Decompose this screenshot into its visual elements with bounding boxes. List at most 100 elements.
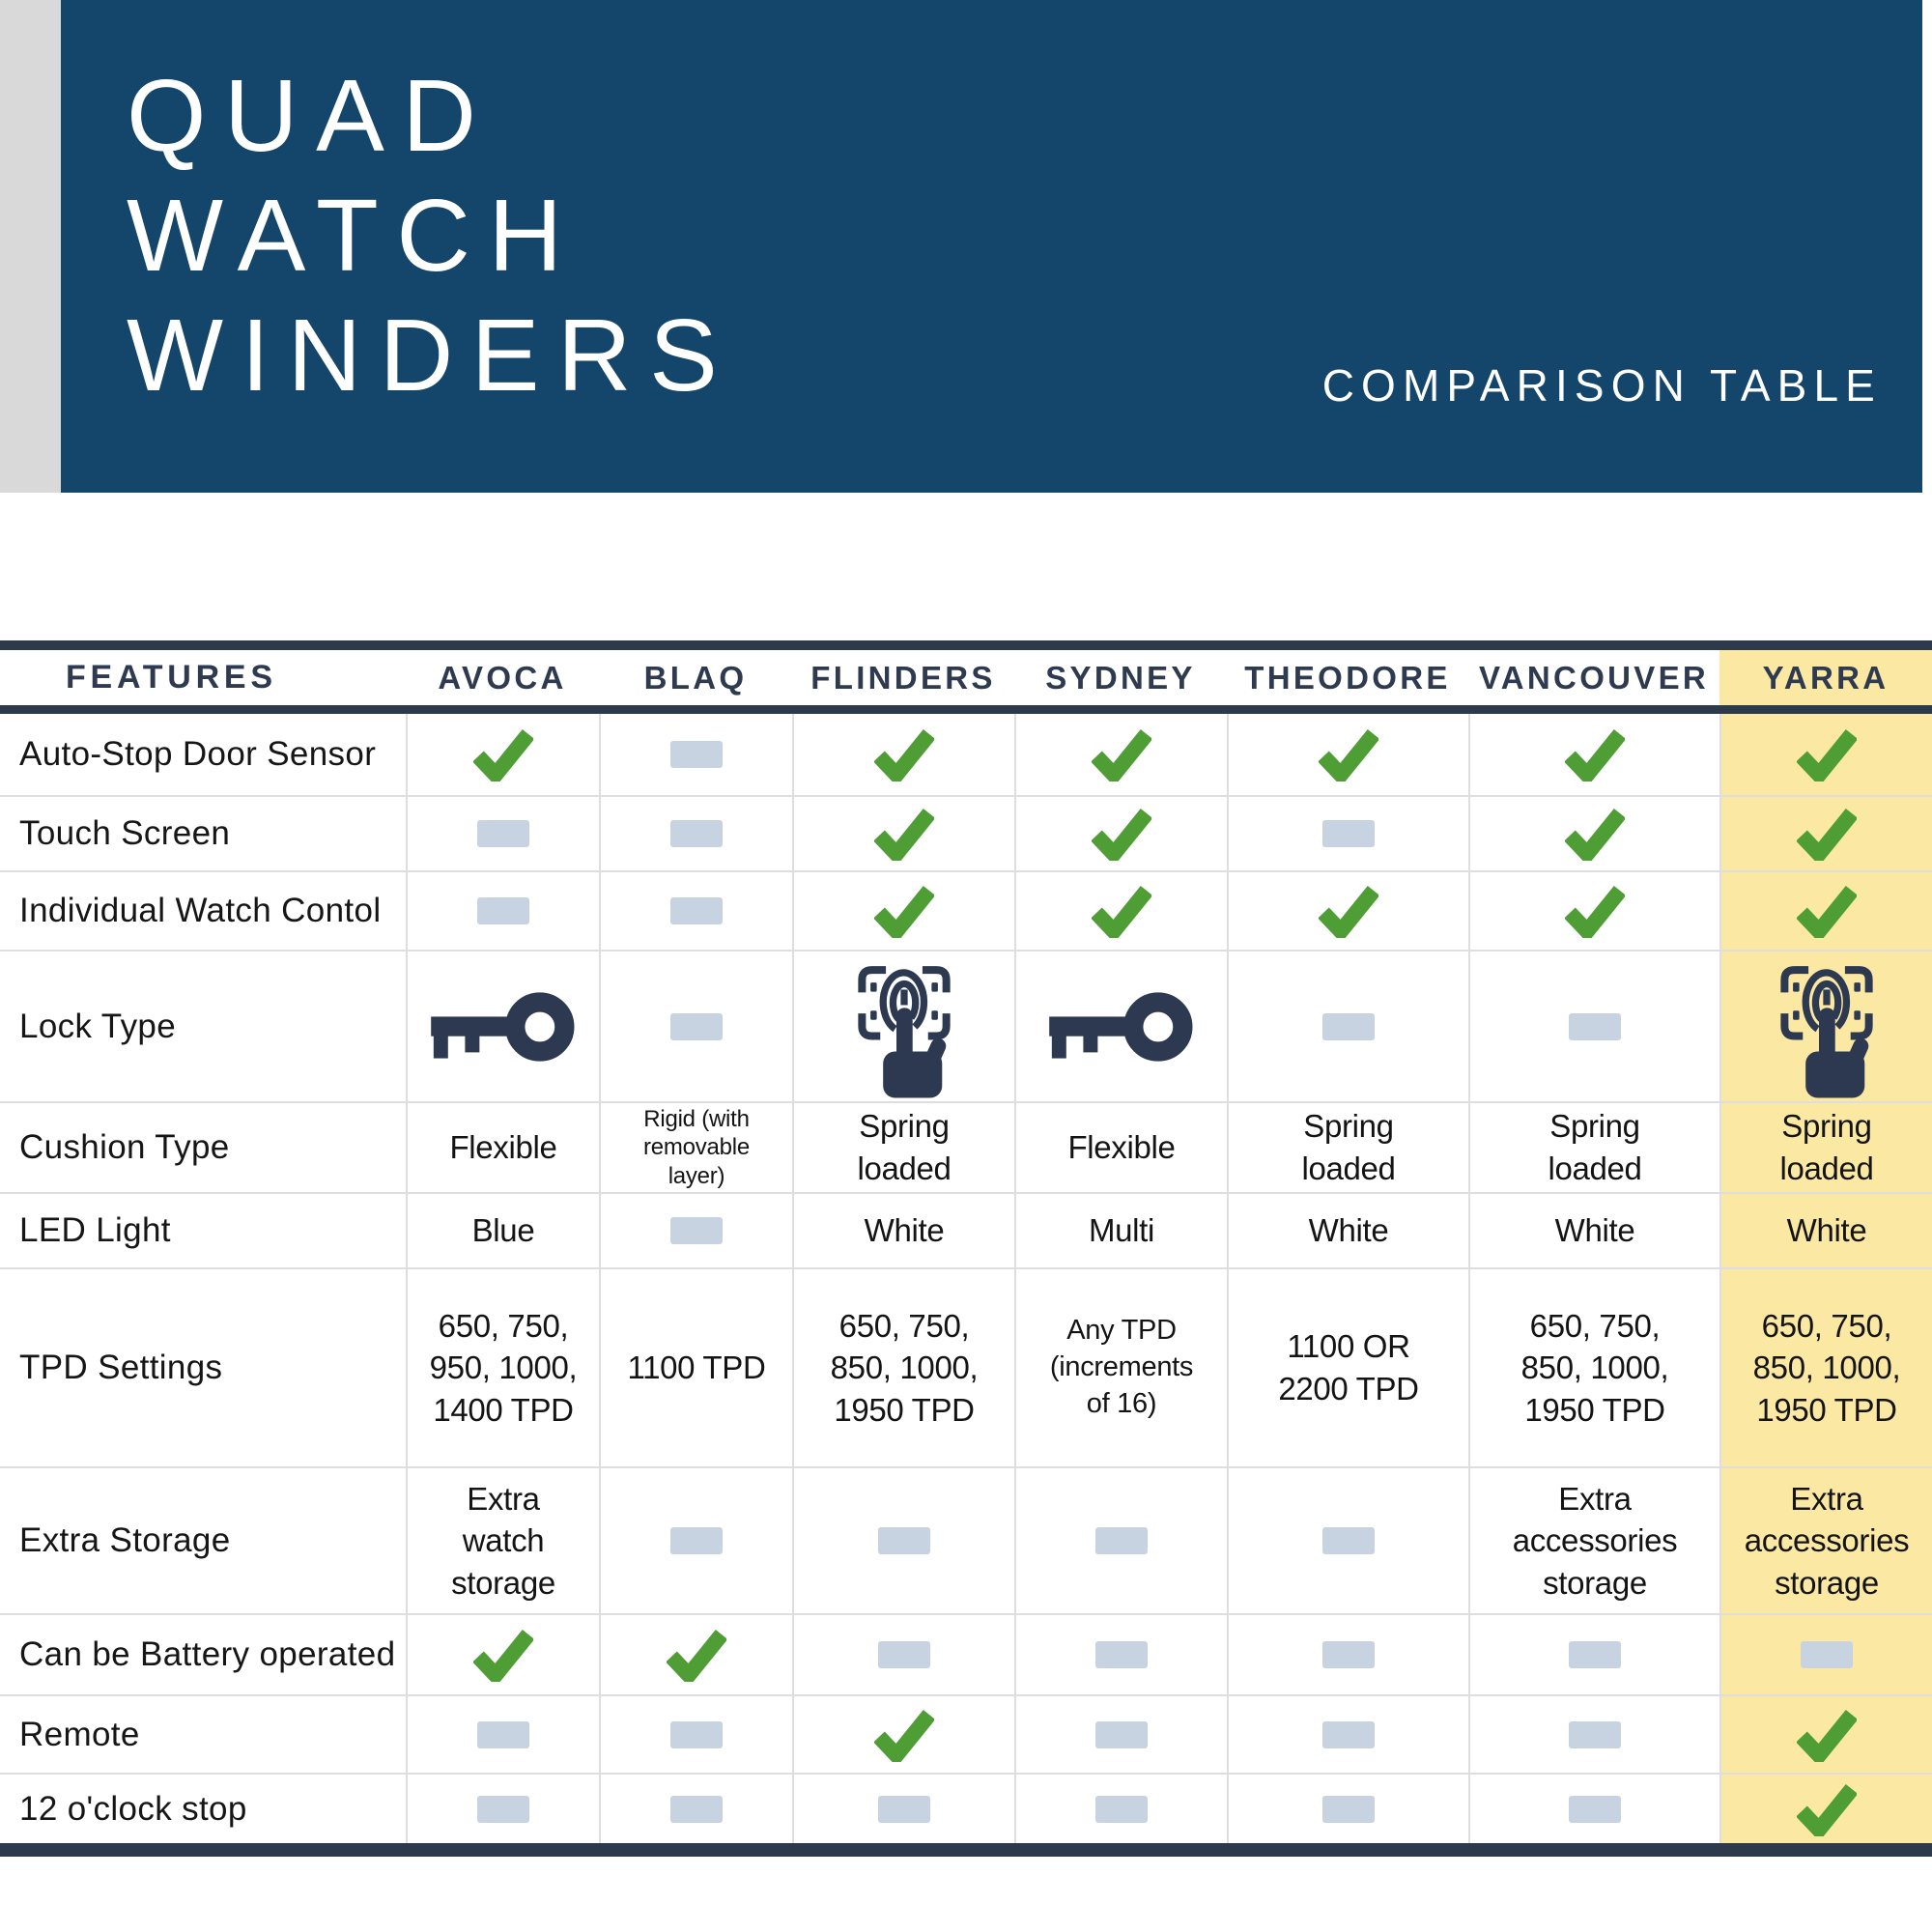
check-icon bbox=[1797, 885, 1857, 938]
cell-vancouver-touch-screen bbox=[1468, 797, 1719, 870]
table-row-remote: Remote bbox=[0, 1696, 1932, 1775]
table-bottom-border bbox=[0, 1843, 1932, 1857]
dash-icon bbox=[477, 897, 529, 924]
row-label: 12 o'clock stop bbox=[19, 1789, 247, 1828]
check-icon bbox=[874, 1709, 934, 1762]
table-row-12-o-clock-stop: 12 o'clock stop bbox=[0, 1775, 1932, 1843]
dash-icon bbox=[1569, 1641, 1621, 1668]
dash-icon bbox=[670, 1795, 723, 1823]
table-row-individual-watch-contol: Individual Watch Contol bbox=[0, 872, 1932, 952]
cell-avoca-auto-stop-door-sensor bbox=[406, 714, 599, 795]
cell-text: Rigid (with removable layer) bbox=[643, 1106, 750, 1189]
dash-icon bbox=[1322, 820, 1375, 847]
cell-yarra-tpd-settings: 650, 750, 850, 1000, 1950 TPD bbox=[1719, 1269, 1932, 1466]
cell-yarra-touch-screen bbox=[1719, 797, 1932, 870]
cell-avoca-lock-type bbox=[406, 952, 599, 1101]
check-icon bbox=[874, 728, 934, 781]
cell-text: 650, 750, 850, 1000, 1950 TPD bbox=[830, 1307, 979, 1428]
header-banner: QUAD WATCH WINDERS COMPARISON TABLE bbox=[61, 0, 1922, 493]
column-header-vancouver: VANCOUVER bbox=[1478, 659, 1710, 696]
row-label: Remote bbox=[19, 1715, 140, 1753]
dash-icon bbox=[477, 1720, 529, 1748]
cell-text: White bbox=[864, 1212, 945, 1249]
cell-sydney-touch-screen bbox=[1014, 797, 1227, 870]
cell-text: 1100 OR 2200 TPD bbox=[1278, 1328, 1419, 1406]
dash-icon bbox=[878, 1527, 930, 1554]
cell-avoca-cushion-type: Flexible bbox=[406, 1103, 599, 1192]
dash-icon bbox=[1322, 1527, 1375, 1554]
cell-text: White bbox=[1786, 1212, 1867, 1249]
cell-vancouver-extra-storage: Extra accessories storage bbox=[1468, 1468, 1719, 1613]
dash-icon bbox=[1322, 1795, 1375, 1823]
dash-icon bbox=[1801, 1641, 1853, 1668]
dash-icon bbox=[670, 1720, 723, 1748]
cell-theodore-can-be-battery-operated bbox=[1227, 1615, 1468, 1694]
cell-theodore-auto-stop-door-sensor bbox=[1227, 714, 1468, 795]
cell-flinders-lock-type bbox=[792, 952, 1014, 1101]
check-icon bbox=[473, 1629, 533, 1682]
dash-icon bbox=[1095, 1720, 1148, 1748]
cell-text: Extra accessories storage bbox=[1744, 1480, 1910, 1601]
cell-theodore-lock-type bbox=[1227, 952, 1468, 1101]
dash-icon bbox=[1095, 1641, 1148, 1668]
cell-yarra-remote bbox=[1719, 1696, 1932, 1773]
cell-sydney-extra-storage bbox=[1014, 1468, 1227, 1613]
check-icon bbox=[667, 1629, 726, 1682]
row-label: Touch Screen bbox=[19, 814, 231, 852]
key-icon bbox=[431, 991, 575, 1062]
left-accent-strip bbox=[0, 0, 61, 493]
cell-sydney-individual-watch-contol bbox=[1014, 872, 1227, 950]
row-label: Individual Watch Contol bbox=[19, 892, 382, 929]
cell-yarra-12-o-clock-stop bbox=[1719, 1775, 1932, 1843]
cell-blaq-12-o-clock-stop bbox=[599, 1775, 792, 1843]
column-header-avoca: AVOCA bbox=[438, 659, 567, 696]
dash-icon bbox=[1322, 1720, 1375, 1748]
row-label: Cushion Type bbox=[19, 1128, 230, 1166]
row-label: Extra Storage bbox=[19, 1521, 231, 1559]
check-icon bbox=[874, 808, 934, 861]
cell-blaq-individual-watch-contol bbox=[599, 872, 792, 950]
cell-avoca-12-o-clock-stop bbox=[406, 1775, 599, 1843]
cell-avoca-extra-storage: Extra watch storage bbox=[406, 1468, 599, 1613]
cell-theodore-remote bbox=[1227, 1696, 1468, 1773]
cell-flinders-can-be-battery-operated bbox=[792, 1615, 1014, 1694]
table-row-lock-type: Lock Type bbox=[0, 952, 1932, 1103]
cell-yarra-individual-watch-contol bbox=[1719, 872, 1932, 950]
cell-avoca-remote bbox=[406, 1696, 599, 1773]
title-line-3: WINDERS bbox=[127, 298, 736, 412]
cell-vancouver-12-o-clock-stop bbox=[1468, 1775, 1719, 1843]
cell-flinders-auto-stop-door-sensor bbox=[792, 714, 1014, 795]
cell-avoca-tpd-settings: 650, 750, 950, 1000, 1400 TPD bbox=[406, 1269, 599, 1466]
cell-sydney-12-o-clock-stop bbox=[1014, 1775, 1227, 1843]
cell-blaq-led-light bbox=[599, 1194, 792, 1267]
column-header-features: FEATURES bbox=[66, 659, 277, 696]
dash-icon bbox=[1569, 1795, 1621, 1823]
dash-icon bbox=[1569, 1012, 1621, 1040]
dash-icon bbox=[670, 1012, 723, 1040]
cell-avoca-touch-screen bbox=[406, 797, 599, 870]
cell-theodore-extra-storage bbox=[1227, 1468, 1468, 1613]
cell-text: Flexible bbox=[1067, 1129, 1176, 1166]
cell-text: Extra watch storage bbox=[451, 1480, 555, 1601]
cell-theodore-led-light: White bbox=[1227, 1194, 1468, 1267]
check-icon bbox=[1092, 728, 1151, 781]
row-label: Can be Battery operated bbox=[19, 1635, 396, 1673]
table-row-auto-stop-door-sensor: Auto-Stop Door Sensor bbox=[0, 714, 1932, 797]
title-line-1: QUAD bbox=[127, 59, 495, 173]
cell-yarra-cushion-type: Spring loaded bbox=[1719, 1103, 1932, 1192]
table-row-tpd-settings: TPD Settings 650, 750, 950, 1000, 1400 TP… bbox=[0, 1269, 1932, 1468]
cell-theodore-cushion-type: Spring loaded bbox=[1227, 1103, 1468, 1192]
cell-vancouver-led-light: White bbox=[1468, 1194, 1719, 1267]
check-icon bbox=[1797, 1709, 1857, 1762]
cell-flinders-cushion-type: Spring loaded bbox=[792, 1103, 1014, 1192]
cell-flinders-remote bbox=[792, 1696, 1014, 1773]
check-icon bbox=[1797, 728, 1857, 781]
table-body: Auto-Stop Door Sensor Touch Screen Individ… bbox=[0, 714, 1932, 1843]
cell-blaq-touch-screen bbox=[599, 797, 792, 870]
check-icon bbox=[1092, 885, 1151, 938]
cell-blaq-remote bbox=[599, 1696, 792, 1773]
dash-icon bbox=[670, 1217, 723, 1244]
cell-text: Any TPD (increments of 16) bbox=[1049, 1315, 1194, 1419]
cell-flinders-extra-storage bbox=[792, 1468, 1014, 1613]
check-icon bbox=[1319, 885, 1378, 938]
